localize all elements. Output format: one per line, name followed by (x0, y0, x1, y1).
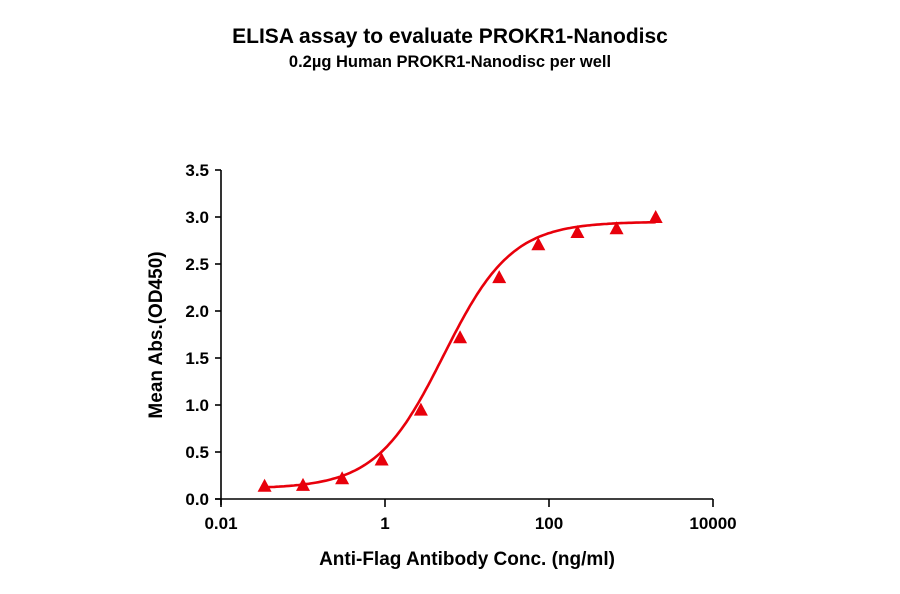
triangle-marker (335, 471, 350, 485)
triangle-marker (609, 221, 624, 235)
fit-curve-line (264, 220, 656, 489)
chart-title: ELISA assay to evaluate PROKR1-Nanodisc (232, 25, 668, 48)
triangle-marker (257, 478, 272, 492)
x-tick-label: 100 (535, 514, 563, 533)
triangle-marker (413, 402, 428, 416)
y-tick-label: 0.0 (185, 490, 209, 509)
chart-subtitle: 0.2µg Human PROKR1-Nanodisc per well (288, 53, 612, 71)
triangle-marker (492, 270, 507, 284)
fit-curve (264, 220, 656, 489)
y-tick-label: 1.5 (185, 349, 209, 368)
y-tick-label: 3.5 (185, 161, 209, 180)
y-axis-label: Mean Abs.(OD450) (146, 251, 167, 418)
axes: 0.0 0.5 1.0 1.5 2.0 2.5 3.0 3.5 0.01 1 100 10000 (185, 161, 736, 533)
x-tick-label: 0.01 (204, 514, 237, 533)
triangle-marker (531, 237, 546, 251)
x-axis-label: Anti-Flag Antibody Conc. (ng/ml) (319, 549, 615, 570)
y-tick-label: 2.0 (185, 302, 209, 321)
x-tick-label: 1 (380, 514, 389, 533)
y-tick-label: 3.0 (185, 208, 209, 227)
y-tick-label: 0.5 (185, 443, 209, 462)
triangle-marker (648, 209, 663, 223)
y-tick-label: 1.0 (185, 396, 209, 415)
triangle-marker (570, 224, 585, 238)
data-points (257, 209, 663, 492)
triangle-marker (374, 452, 389, 466)
x-tick-label: 10000 (689, 514, 736, 533)
triangle-marker (296, 477, 310, 491)
y-tick-label: 2.5 (185, 255, 209, 274)
triangle-marker (453, 330, 468, 344)
